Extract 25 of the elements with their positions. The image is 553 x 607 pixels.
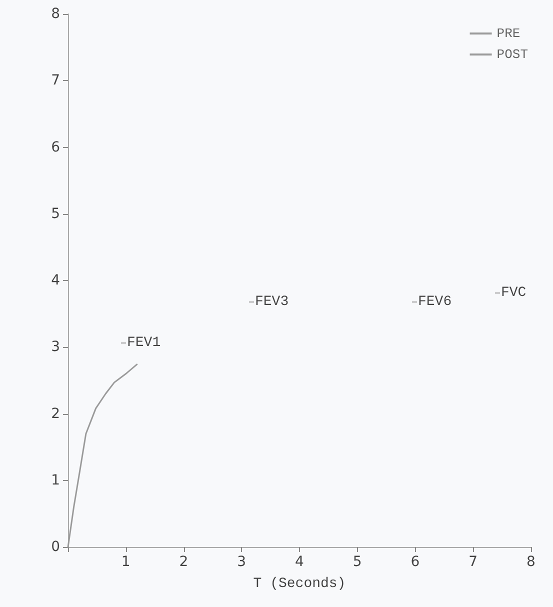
y-tick-label: 0	[51, 539, 60, 555]
annotation: FVC	[501, 285, 526, 301]
annotation: FEV6	[418, 294, 452, 310]
y-tick-label: 4	[51, 272, 60, 288]
y-tick-label: 6	[51, 139, 60, 156]
y-tick-label: 8	[51, 6, 60, 22]
line-series	[67, 364, 138, 548]
x-tick-label: 8	[526, 554, 536, 570]
x-tick-label: 1	[121, 554, 130, 570]
x-tick-label: 3	[237, 554, 246, 570]
legend-label: POST	[496, 47, 528, 62]
annotation: FEV3	[255, 294, 289, 310]
y-tick-label: 3	[51, 339, 60, 356]
y-tick-label: 7	[51, 72, 60, 89]
legend-label: PRE	[496, 26, 520, 41]
x-tick-label: 5	[352, 554, 362, 570]
x-tick-label: 6	[410, 554, 420, 570]
y-tick-label: 2	[51, 406, 60, 422]
y-tick-label: 1	[51, 472, 60, 488]
x-tick-label: 4	[295, 554, 304, 570]
y-tick-label: 5	[51, 206, 60, 222]
x-tick-label: 2	[179, 554, 188, 570]
annotation: FEV1	[127, 335, 161, 351]
x-axis-title: T (Seconds)	[253, 576, 346, 592]
x-tick-label: 7	[468, 554, 478, 570]
